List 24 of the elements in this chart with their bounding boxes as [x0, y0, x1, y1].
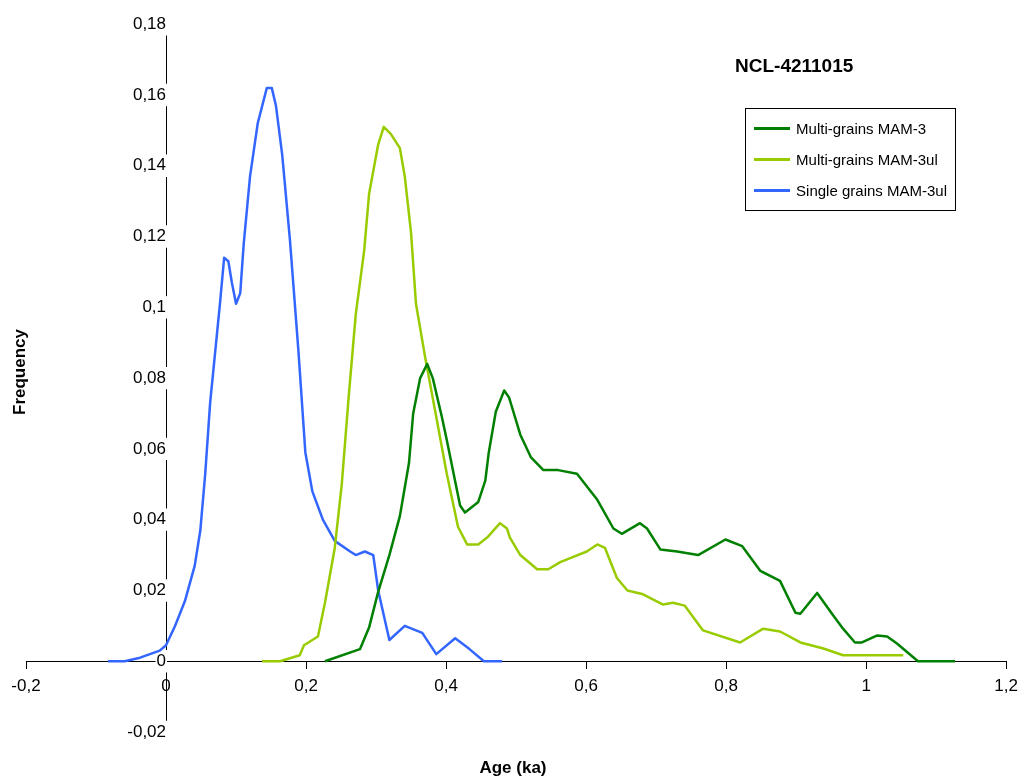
y-tick-label: 0: [156, 650, 167, 670]
x-tick-label: 0,4: [434, 676, 458, 696]
y-tick-label: 0,18: [132, 13, 167, 33]
y-tick-label: 0,06: [132, 438, 167, 458]
text: NCL-4211015: [735, 55, 854, 77]
x-tick-label: 1,2: [994, 676, 1018, 696]
x-tick-label: 0,6: [574, 676, 598, 696]
y-tick-label: 0,12: [132, 226, 167, 246]
x-tick-label: -0,2: [11, 676, 41, 696]
legend-label: Single grains MAM-3ul: [796, 182, 947, 199]
x-tick-label: 0,8: [714, 676, 738, 696]
y-tick-label: -0,02: [127, 721, 167, 741]
y-tick-label: 0,02: [132, 580, 167, 600]
legend-label: Multi-grains MAM-3: [796, 120, 927, 137]
y-tick-label: 0,1: [142, 297, 167, 317]
y-tick-label: 0,16: [132, 84, 167, 104]
y-axis-title: Frequency: [10, 328, 30, 417]
legend-label: Multi-grains MAM-3ul: [796, 151, 938, 168]
y-tick-label: 0,08: [132, 367, 167, 387]
x-tick-label: 1: [861, 676, 871, 696]
x-tick-label: 0,2: [294, 676, 318, 696]
x-axis-title: Age (ka): [478, 758, 548, 778]
y-tick-label: 0,04: [132, 509, 167, 529]
y-tick-label: 0,14: [132, 155, 167, 175]
